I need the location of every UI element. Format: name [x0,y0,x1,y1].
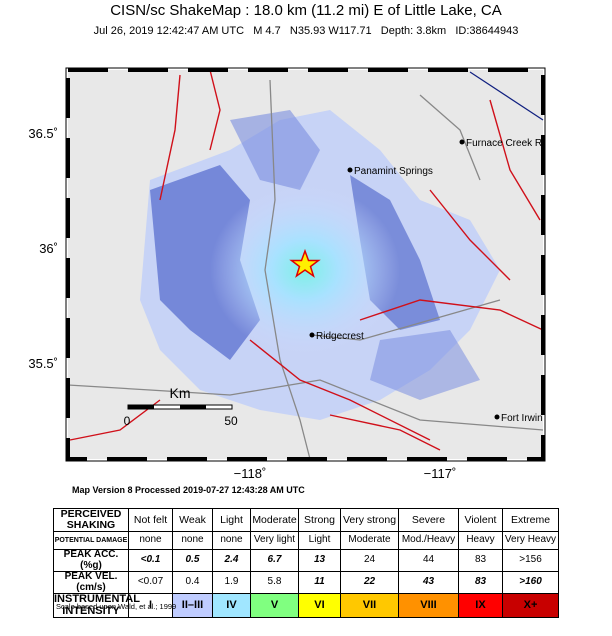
legend-cell: V [250,593,299,619]
legend-cell: 0.5 [172,549,213,573]
legend-cell: Heavy [458,531,503,551]
legend-cell: Severe [398,507,459,533]
legend-cell: 22 [340,571,399,595]
scale-unit: Km [170,385,191,401]
legend-cell: II–III [172,593,213,619]
legend-cell: VII [340,593,399,619]
legend-cell: Violent [458,507,503,533]
row-header: INSTRUMENTAL INTENSITY [53,593,140,619]
legend-cell: 83 [458,549,503,573]
legend-cell: 5.8 [250,571,299,595]
places: Furnace Creek R Panamint Springs Ridgecr… [309,138,543,424]
legend-cell: Moderate [340,531,399,551]
legend-cell: 83 [458,571,503,595]
legend-cell: Moderate [250,507,299,533]
legend-row: PEAK VEL.(cm/s) <0.07 0.4 1.9 5.8 11 22 43 83 >16… [53,571,559,595]
legend-cell: 2.4 [212,549,251,573]
legend-cell: Strong [298,507,341,533]
place-label: Fort Irwin [501,413,543,424]
legend-cell: Extreme [502,507,559,533]
legend-cell: Light [212,507,251,533]
lon-label: −118˚ [234,466,267,481]
legend-cell: 13 [298,549,341,573]
row-header: PEAK ACC.(%g) [53,549,129,573]
legend-cell: I [128,593,173,619]
legend-cell: Weak [172,507,213,533]
subtitle: Jul 26, 2019 12:42:47 AM UTC M 4.7 N35.9… [94,25,519,37]
legend-cell: 11 [298,571,341,595]
legend-cell: <0.07 [128,571,173,595]
legend-cell: >160 [502,571,559,595]
legend-row: POTENTIAL DAMAGE none none none Very light Li… [53,531,559,551]
legend-row: PERCEIVED SHAKING Not felt Weak Light Modera… [53,507,559,533]
row-header: POTENTIAL DAMAGE [53,531,129,551]
lon-label: −117˚ [424,466,457,481]
place-label: Panamint Springs [354,166,433,177]
legend-row: PEAK ACC.(%g) <0.1 0.5 2.4 6.7 13 24 44 83 >156 [53,549,559,573]
scale-label: 50 [224,414,238,428]
legend-cell: none [212,531,251,551]
legend-cell: X+ [502,593,559,619]
legend-cell: <0.1 [128,549,173,573]
scale-note: Scale based upon Wald, et al.; 1999 [56,602,177,611]
legend-cell: none [172,531,213,551]
lat-label: 35.5˚ [28,356,58,371]
scale-bar: Km 0 50 [124,385,238,428]
place-label: Ridgecrest [316,331,364,342]
legend-cell: 24 [340,549,399,573]
row-header: PEAK VEL.(cm/s) [53,571,129,595]
legend-cell: VI [298,593,341,619]
legend-cell: Very Heavy [502,531,559,551]
legend-cell: 43 [398,571,459,595]
lat-label: 36.5˚ [28,126,58,141]
legend-cell: VIII [398,593,459,619]
legend-cell: Very strong [340,507,399,533]
legend-cell: >156 [502,549,559,573]
legend-cell: Very light [250,531,299,551]
row-header: PERCEIVED SHAKING [53,507,129,533]
legend-cell: IV [212,593,251,619]
legend-cell: 1.9 [212,571,251,595]
legend-cell: IX [458,593,503,619]
lat-labels: 36.5˚ 36˚ 35.5˚ −118˚ −117˚ [28,126,456,481]
legend-cell: 6.7 [250,549,299,573]
lat-label: 36˚ [39,241,58,256]
map-version: Map Version 8 Processed 2019-07-27 12:43… [72,485,305,495]
intensity-legend: PERCEIVED SHAKING Not felt Weak Light Modera… [53,507,559,619]
legend-cell: Light [298,531,341,551]
scale-label: 0 [124,414,131,428]
legend-cell: 44 [398,549,459,573]
legend-cell: 0.4 [172,571,213,595]
place-label: Furnace Creek R [466,138,542,149]
title: CISN/sc ShakeMap : 18.0 km (11.2 mi) E o… [110,2,502,19]
legend-cell: Mod./Heavy [398,531,459,551]
legend-cell: none [128,531,173,551]
legend-cell: Not felt [128,507,173,533]
legend-row: INSTRUMENTAL INTENSITY I II–III IV V VI VII VII… [53,593,559,619]
map-area [65,67,546,462]
